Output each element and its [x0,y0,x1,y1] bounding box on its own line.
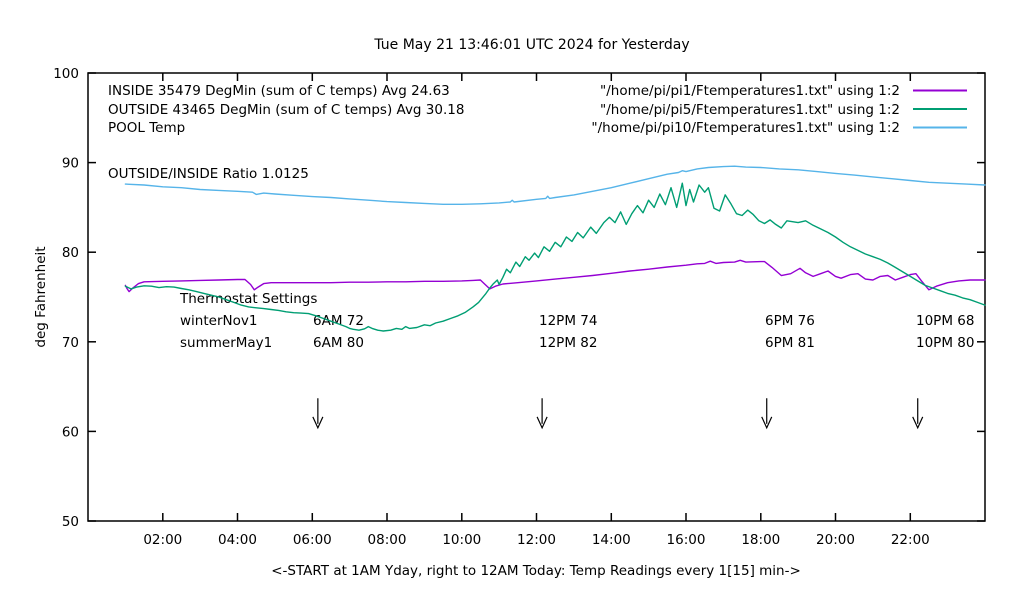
thermostat-title: Thermostat Settings [179,291,317,307]
axis-ticks-layer [88,72,985,522]
thermostat-winter-10pm: 10PM 68 [916,313,974,329]
series-line-outside [124,182,986,332]
x-tick-label: 04:00 [218,532,257,548]
y-tick-label: 90 [62,156,79,172]
x-tick-label: 16:00 [667,532,706,548]
legend-label-inside: INSIDE 35479 DegMin (sum of C temps) Avg… [108,83,450,99]
series-line-pool [124,165,986,206]
x-tick-label: 18:00 [741,532,780,548]
y-tick-label: 60 [62,424,79,440]
chart-title: Tue May 21 13:46:01 UTC 2024 for Yesterd… [373,37,689,53]
y-axis-title: deg Fahrenheit [33,246,49,347]
x-tick-label: 02:00 [143,532,182,548]
x-tick-label: 14:00 [592,532,631,548]
x-tick-label: 10:00 [442,532,481,548]
thermostat-winter-name: winterNov1 [180,313,257,329]
legend-file-pool: "/home/pi/pi10/Ftemperatures1.txt" using… [591,120,900,136]
setpoint-arrow-head [761,416,773,430]
thermostat-winter-6pm: 6PM 76 [765,313,815,329]
ratio-annotation: OUTSIDE/INSIDE Ratio 1.0125 [108,166,309,182]
tick-labels-layer: 02:00 04:00 06:00 08:00 10:00 12:00 14:00 16:00… [53,66,930,548]
legend-label-pool: POOL Temp [108,120,185,136]
y-tick-label: 100 [53,66,79,82]
x-tick-label: 22:00 [891,532,930,548]
y-tick-label: 50 [62,514,79,530]
y-tick-label: 70 [62,335,79,351]
x-tick-label: 12:00 [517,532,556,548]
y-tick-label: 80 [62,245,79,261]
thermostat-summer-10pm: 10PM 80 [916,335,974,351]
thermostat-winter-6am: 6AM 72 [313,313,364,329]
x-tick-label: 06:00 [293,532,332,548]
setpoint-arrow-head [536,416,548,430]
thermostat-summer-6pm: 6PM 81 [765,335,815,351]
legend-file-inside: "/home/pi/pi1/Ftemperatures1.txt" using … [600,83,900,99]
thermostat-summer-12pm: 12PM 82 [539,335,597,351]
setpoint-arrow-head [312,416,324,430]
thermostat-summer-name: summerMay1 [180,335,272,351]
legend-file-outside: "/home/pi/pi5/Ftemperatures1.txt" using … [600,102,900,118]
thermostat-winter-12pm: 12PM 74 [539,313,597,329]
legend-samples-layer [913,89,967,129]
series-line-inside [124,259,986,293]
x-axis-title: <-START at 1AM Yday, right to 12AM Today… [271,563,801,579]
setpoint-arrows-layer [312,398,924,430]
thermostat-summer-6am: 6AM 80 [313,335,364,351]
legend-label-outside: OUTSIDE 43465 DegMin (sum of C temps) Av… [108,102,464,118]
x-tick-label: 08:00 [368,532,407,548]
x-tick-label: 20:00 [816,532,855,548]
setpoint-arrow-head [912,416,924,430]
data-series-layer [124,165,986,332]
